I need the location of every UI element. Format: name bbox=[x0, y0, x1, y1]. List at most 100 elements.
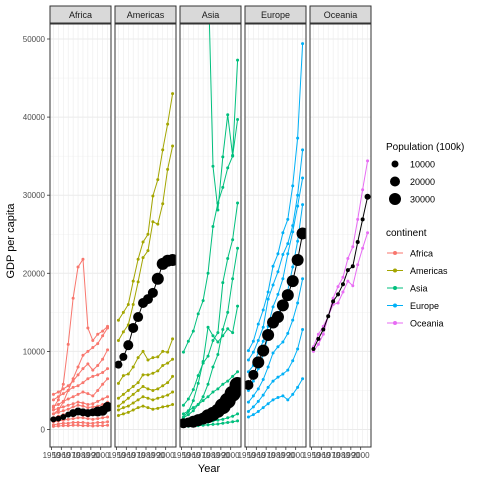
data-point bbox=[301, 328, 305, 332]
data-point bbox=[126, 303, 130, 307]
facet-panels: Africa195019601970198019902000Americas19… bbox=[43, 5, 372, 460]
data-point bbox=[141, 349, 145, 353]
data-point bbox=[131, 279, 135, 283]
data-point bbox=[356, 263, 360, 267]
data-point bbox=[216, 331, 220, 335]
x-tick-label: 2000 bbox=[157, 451, 175, 460]
data-point bbox=[276, 292, 280, 296]
x-tick-label: 2000 bbox=[222, 451, 240, 460]
data-point bbox=[166, 350, 170, 354]
data-point bbox=[126, 388, 130, 392]
data-point bbox=[186, 409, 190, 413]
data-point bbox=[366, 231, 370, 235]
y-axis-label: GDP per capita bbox=[5, 203, 17, 279]
data-point bbox=[121, 310, 125, 314]
panel-border bbox=[114, 23, 177, 448]
data-point bbox=[211, 365, 215, 369]
data-point bbox=[156, 222, 160, 226]
data-point bbox=[76, 400, 80, 404]
data-point bbox=[191, 406, 195, 410]
mean-point bbox=[119, 352, 128, 361]
data-point bbox=[76, 373, 80, 377]
x-tick-label: 2000 bbox=[287, 451, 305, 460]
data-point bbox=[96, 332, 100, 336]
data-point bbox=[96, 342, 100, 346]
mean-point bbox=[350, 264, 355, 269]
mean-point bbox=[115, 360, 123, 369]
x-tick-label: 1950 bbox=[173, 451, 191, 460]
size-legend-label: 10000 bbox=[410, 160, 435, 170]
facet-strip bbox=[309, 5, 372, 24]
data-point bbox=[261, 339, 265, 343]
mean-point bbox=[316, 336, 321, 341]
data-point bbox=[91, 345, 95, 349]
data-point bbox=[56, 424, 60, 428]
data-point bbox=[101, 416, 105, 420]
data-point bbox=[341, 275, 345, 279]
data-point bbox=[206, 354, 210, 358]
panel-grid bbox=[180, 24, 241, 447]
data-point bbox=[301, 42, 305, 46]
series-line bbox=[53, 327, 109, 415]
data-point bbox=[291, 392, 295, 396]
x-tick-label: 1960 bbox=[312, 451, 330, 460]
data-point bbox=[156, 396, 160, 400]
series-group bbox=[116, 92, 175, 417]
panel-border bbox=[309, 23, 372, 448]
data-point bbox=[161, 202, 165, 206]
data-point bbox=[281, 231, 285, 235]
data-point bbox=[156, 387, 160, 391]
data-point bbox=[236, 246, 240, 250]
data-point bbox=[161, 395, 165, 399]
facet-strip bbox=[114, 5, 177, 24]
data-point bbox=[296, 385, 300, 389]
data-point bbox=[101, 357, 105, 361]
data-point bbox=[161, 405, 165, 409]
data-point bbox=[171, 357, 175, 361]
x-tick-label: 1980 bbox=[267, 451, 285, 460]
data-point bbox=[91, 421, 95, 425]
data-point bbox=[66, 342, 70, 346]
data-point bbox=[116, 318, 120, 322]
data-point bbox=[161, 363, 165, 367]
data-point bbox=[61, 409, 65, 413]
data-point bbox=[71, 379, 75, 383]
mean-point bbox=[229, 376, 241, 393]
data-point bbox=[246, 410, 250, 414]
size-legend-title: Population (100k) bbox=[386, 142, 464, 153]
data-point bbox=[256, 322, 260, 326]
series-group bbox=[51, 257, 110, 428]
data-point bbox=[301, 377, 305, 381]
data-point bbox=[71, 420, 75, 424]
x-tick-label: 1990 bbox=[212, 451, 230, 460]
panel-grid bbox=[115, 24, 176, 447]
mean-point bbox=[326, 314, 331, 319]
facet-strip-label: Africa bbox=[69, 10, 92, 20]
data-point bbox=[211, 334, 215, 338]
data-point bbox=[271, 305, 275, 309]
data-point bbox=[96, 424, 100, 428]
x-tick-label: 1970 bbox=[192, 451, 210, 460]
data-point bbox=[281, 394, 285, 398]
data-point bbox=[231, 238, 235, 242]
data-point bbox=[196, 374, 200, 378]
data-point bbox=[216, 208, 220, 212]
data-point bbox=[106, 395, 110, 399]
data-point bbox=[86, 406, 90, 410]
data-point bbox=[91, 402, 95, 406]
y-axis: 0 10000 20000 30000 40000 50000 bbox=[23, 35, 50, 435]
data-point bbox=[81, 401, 85, 405]
data-point bbox=[51, 412, 55, 416]
data-point bbox=[106, 326, 110, 330]
mean-series bbox=[115, 254, 176, 369]
data-point bbox=[141, 395, 145, 399]
data-point bbox=[56, 403, 60, 407]
data-point bbox=[106, 348, 110, 352]
data-point bbox=[251, 413, 255, 417]
data-point bbox=[81, 404, 85, 408]
data-point bbox=[61, 387, 65, 391]
